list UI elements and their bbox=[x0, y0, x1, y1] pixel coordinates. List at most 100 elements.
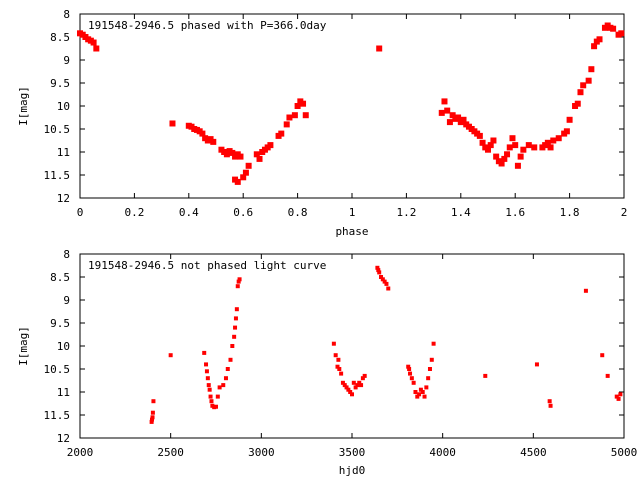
y-tick-label: 11.5 bbox=[44, 169, 71, 182]
data-point bbox=[93, 45, 100, 52]
x-tick-label: 2000 bbox=[67, 446, 94, 459]
x-tick-labels: 0 0.2 0.4 0.6 0.8 1 1.2 1.4 1.6 1.8 2 bbox=[77, 206, 628, 219]
data-point bbox=[485, 146, 491, 153]
y-tick-label: 9.5 bbox=[50, 77, 70, 90]
data-point bbox=[498, 160, 505, 167]
data-point bbox=[225, 367, 230, 371]
data-point bbox=[555, 135, 562, 142]
x-tick-label: 0.2 bbox=[124, 206, 144, 219]
data-point bbox=[444, 107, 451, 114]
plot-frame bbox=[79, 13, 625, 199]
y-tick-label: 12 bbox=[57, 192, 70, 205]
data-point bbox=[353, 385, 358, 390]
data-point bbox=[591, 43, 598, 50]
data-point bbox=[253, 151, 260, 158]
data-point bbox=[483, 373, 488, 378]
data-point bbox=[256, 155, 263, 162]
data-point bbox=[242, 169, 249, 176]
y-tick-labels: 8 8.5 9 9.5 10 10.5 11 11.5 12 bbox=[44, 8, 71, 205]
data-point bbox=[376, 268, 381, 273]
y-tick-label: 12 bbox=[57, 432, 70, 445]
data-point bbox=[574, 100, 581, 107]
y-tick-label: 10.5 bbox=[44, 363, 71, 376]
data-point bbox=[150, 415, 155, 420]
data-point bbox=[585, 77, 592, 84]
y-tick-label: 11.5 bbox=[44, 409, 71, 422]
data-point bbox=[415, 394, 420, 399]
data-point bbox=[427, 367, 432, 371]
y-tick-label: 8.5 bbox=[50, 31, 70, 44]
data-point bbox=[605, 373, 610, 378]
y-tick-label: 10.5 bbox=[44, 123, 71, 136]
data-points bbox=[77, 22, 625, 185]
data-point bbox=[429, 357, 434, 362]
data-point bbox=[234, 178, 241, 185]
data-point bbox=[351, 380, 356, 385]
x-tick-label: 0.6 bbox=[233, 206, 253, 219]
data-point bbox=[168, 353, 173, 358]
data-point bbox=[413, 390, 418, 394]
data-point bbox=[583, 288, 588, 293]
data-point bbox=[407, 367, 412, 371]
x-tick-labels: 2000 2500 3000 3500 4000 4500 5000 bbox=[67, 446, 638, 459]
x-tick-label: 1.4 bbox=[451, 206, 471, 219]
data-points bbox=[149, 265, 623, 424]
y-tick-label: 8.5 bbox=[50, 271, 70, 284]
data-point bbox=[380, 277, 385, 282]
tick-marks bbox=[79, 253, 625, 439]
y-tick-label: 9.5 bbox=[50, 317, 70, 330]
data-point bbox=[232, 334, 237, 339]
data-point bbox=[577, 89, 584, 96]
y-tick-label: 8 bbox=[63, 8, 70, 21]
data-point bbox=[377, 270, 382, 275]
data-point bbox=[291, 112, 298, 119]
data-point bbox=[210, 138, 217, 145]
data-point bbox=[206, 383, 211, 388]
data-point bbox=[411, 380, 416, 385]
data-point bbox=[223, 376, 228, 381]
data-point bbox=[362, 373, 367, 378]
x-tick-label: 0 bbox=[77, 206, 84, 219]
data-point bbox=[228, 357, 233, 362]
data-point bbox=[233, 316, 238, 321]
data-point bbox=[205, 376, 210, 381]
data-point bbox=[209, 399, 214, 404]
x-tick-label: 1.6 bbox=[505, 206, 525, 219]
data-point bbox=[302, 112, 309, 119]
data-point bbox=[506, 144, 513, 151]
data-point bbox=[426, 376, 431, 381]
data-point bbox=[534, 362, 539, 367]
data-point bbox=[406, 364, 411, 369]
data-point bbox=[618, 30, 625, 37]
data-point bbox=[501, 155, 508, 162]
y-tick-labels: 8 8.5 9 9.5 10 10.5 11 11.5 12 bbox=[44, 248, 71, 445]
data-point bbox=[221, 383, 226, 388]
data-point bbox=[441, 98, 448, 105]
data-point bbox=[438, 109, 445, 116]
data-point bbox=[90, 39, 97, 46]
data-point bbox=[169, 120, 176, 127]
data-point bbox=[336, 357, 341, 362]
data-point bbox=[417, 392, 422, 397]
x-tick-label: 1 bbox=[349, 206, 356, 219]
data-point bbox=[504, 151, 511, 158]
x-tick-label: 0.8 bbox=[288, 206, 308, 219]
data-point bbox=[150, 410, 155, 415]
data-point bbox=[335, 364, 340, 369]
data-point bbox=[493, 153, 500, 160]
data-point bbox=[339, 371, 344, 376]
data-point bbox=[618, 392, 623, 397]
data-point bbox=[509, 135, 516, 142]
data-point bbox=[331, 341, 336, 346]
data-point bbox=[237, 277, 242, 282]
data-point bbox=[517, 153, 524, 160]
data-point bbox=[580, 82, 587, 89]
data-point bbox=[563, 128, 570, 135]
data-point bbox=[236, 279, 241, 284]
data-point bbox=[544, 139, 551, 146]
data-point bbox=[337, 367, 342, 371]
data-point bbox=[455, 114, 462, 121]
y-tick-label: 11 bbox=[57, 146, 70, 159]
data-point bbox=[531, 144, 538, 151]
